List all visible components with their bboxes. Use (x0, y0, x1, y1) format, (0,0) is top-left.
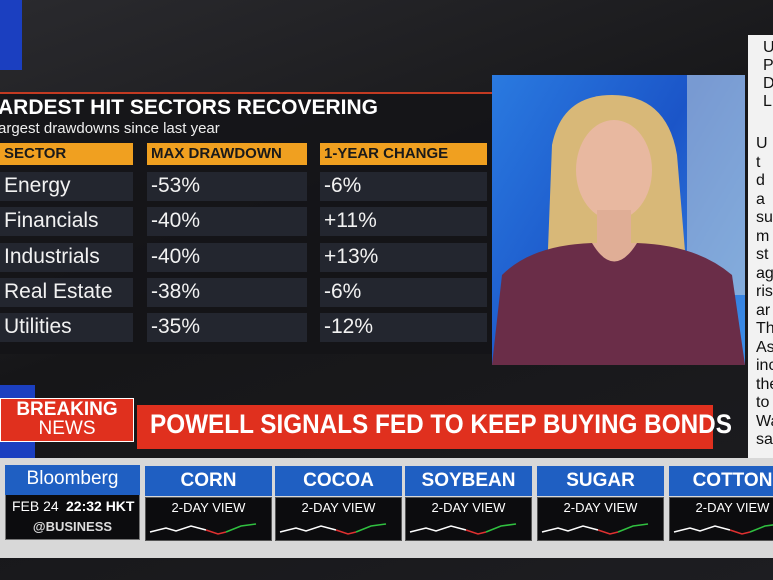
side-text: D (763, 75, 773, 92)
sparkline-segment (409, 525, 467, 533)
table-cell: -6% (320, 172, 487, 201)
market-name: COCOA (275, 466, 402, 496)
breaking-label: NEWS (38, 418, 96, 439)
market-name: SOYBEAN (405, 466, 532, 496)
side-text: L (763, 93, 772, 110)
side-text: ag (756, 264, 773, 282)
sparkline (279, 523, 387, 535)
video-feed (492, 75, 745, 365)
side-text: su (756, 209, 773, 226)
side-text: Th (756, 320, 773, 337)
market-chart: 2-DAY VIEW (275, 497, 402, 541)
table-cell: Energy (0, 172, 133, 201)
presenter (492, 75, 745, 365)
breaking-label: BREAKING (16, 399, 118, 420)
table-cell: Real Estate (0, 278, 133, 307)
market-name: SUGAR (537, 466, 664, 496)
table-cell: -38% (147, 278, 307, 307)
sparkline-segment (673, 525, 731, 533)
headline: POWELL SIGNALS FED TO KEEP BUYING BONDS (150, 409, 732, 439)
date: FEB 24 (12, 498, 59, 514)
sparkline-segment (335, 529, 357, 535)
table-cell: -40% (147, 207, 307, 236)
sparkline-segment (149, 525, 207, 533)
sparkline-segment (355, 523, 387, 533)
market-caption: 2-DAY VIEW (171, 500, 246, 515)
table-cell: Industrials (0, 243, 133, 272)
market-caption: 2-DAY VIEW (563, 500, 638, 515)
sparkline-segment (225, 523, 257, 533)
sparkline (541, 523, 649, 535)
breaking-box (0, 398, 134, 442)
sparkline-segment (729, 529, 751, 535)
table-cell: Financials (0, 207, 133, 236)
side-text: inc (756, 357, 773, 374)
table-title: ARDEST HIT SECTORS RECOVERING (0, 96, 378, 119)
side-text: U (756, 135, 768, 152)
table-cell: -53% (147, 172, 307, 201)
blue-edge (0, 0, 22, 70)
side-text: to (756, 394, 770, 411)
market-name: CORN (145, 466, 272, 496)
table-cell: +11% (320, 207, 487, 236)
table-cell: Utilities (0, 313, 133, 342)
side-text: sai (756, 431, 773, 448)
side-text: st (756, 246, 769, 263)
table-cell: -40% (147, 243, 307, 272)
sparkline-segment (541, 525, 599, 533)
sparkline (673, 524, 773, 535)
table-subtitle: argest drawdowns since last year (0, 120, 220, 137)
market-caption: 2-DAY VIEW (431, 500, 506, 515)
sparkline (149, 523, 257, 535)
market-chart: 2-DAY VIEW (145, 497, 272, 541)
side-panel (748, 35, 773, 475)
market-chart: 2-DAY VIEW (669, 497, 773, 541)
sparkline-segment (597, 529, 619, 535)
side-text: As (756, 338, 773, 356)
market-chart: 2-DAY VIEW (405, 497, 532, 541)
handle: @BUSINESS (32, 519, 113, 534)
sparkline-segment (205, 529, 227, 535)
sparkline-segment (279, 525, 337, 533)
sparkline-segment (749, 524, 773, 533)
sparkline (409, 523, 517, 535)
column-header: 1-YEAR CHANGE (320, 143, 487, 165)
table-cell: -35% (147, 313, 307, 342)
market-chart: 2-DAY VIEW (537, 497, 664, 541)
side-text: U (763, 39, 773, 56)
market-caption: 2-DAY VIEW (695, 500, 770, 515)
side-text: ar (756, 301, 771, 319)
side-text: ris (756, 283, 773, 300)
side-text: m (756, 227, 770, 245)
side-text: d (756, 172, 765, 189)
time: 22:32 HKT (66, 498, 135, 514)
side-text: t (756, 153, 761, 171)
side-text: the (756, 375, 773, 393)
sparkline-segment (485, 523, 517, 533)
sparkline-segment (617, 523, 649, 533)
side-text: Wa (756, 412, 773, 430)
table-cell: -12% (320, 313, 487, 342)
headline-bar (137, 405, 713, 449)
brand: Bloomberg (5, 465, 140, 495)
market-name: COTTON (669, 466, 773, 496)
table-cell: +13% (320, 243, 487, 272)
sparkline-segment (465, 529, 487, 535)
market-caption: 2-DAY VIEW (301, 500, 376, 515)
column-header: MAX DRAWDOWN (147, 143, 307, 165)
side-text: P (763, 57, 773, 74)
side-text: a (756, 190, 765, 208)
column-header: SECTOR (0, 143, 133, 165)
table-cell: -6% (320, 278, 487, 307)
